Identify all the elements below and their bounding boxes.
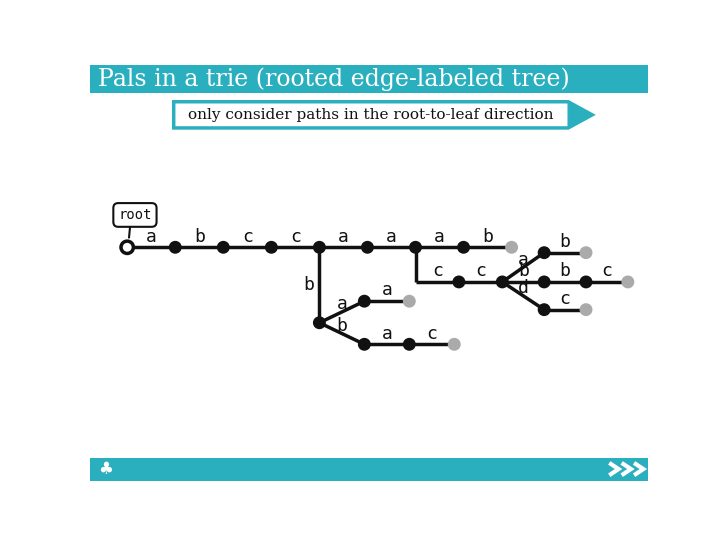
- Circle shape: [404, 339, 415, 350]
- Text: b: b: [194, 227, 204, 246]
- Text: c: c: [242, 227, 253, 246]
- Text: b: b: [518, 262, 528, 280]
- Text: a: a: [518, 251, 528, 268]
- Text: c: c: [432, 262, 443, 280]
- Circle shape: [539, 304, 549, 315]
- Text: b: b: [336, 317, 347, 335]
- Circle shape: [580, 247, 591, 258]
- Text: a: a: [382, 325, 392, 342]
- Circle shape: [580, 276, 591, 287]
- Circle shape: [404, 296, 415, 307]
- Circle shape: [314, 318, 325, 328]
- Circle shape: [539, 276, 549, 287]
- Circle shape: [359, 296, 370, 307]
- Text: a: a: [338, 227, 349, 246]
- Circle shape: [449, 339, 459, 350]
- Text: a: a: [145, 227, 157, 246]
- Text: Pals in a trie (rooted edge-labeled tree): Pals in a trie (rooted edge-labeled tree…: [98, 68, 570, 91]
- Circle shape: [497, 276, 508, 287]
- Bar: [90, 65, 648, 93]
- Text: a: a: [382, 281, 392, 299]
- Text: d: d: [518, 279, 528, 297]
- Text: b: b: [303, 276, 314, 294]
- Circle shape: [622, 276, 634, 287]
- Text: b: b: [559, 262, 570, 280]
- Polygon shape: [568, 102, 593, 128]
- Circle shape: [506, 242, 517, 253]
- Text: a: a: [434, 227, 445, 246]
- Text: ♣: ♣: [98, 460, 113, 478]
- Circle shape: [580, 304, 591, 315]
- Text: c: c: [559, 290, 570, 308]
- Text: a: a: [336, 295, 347, 313]
- Bar: [90, 457, 648, 481]
- Circle shape: [362, 242, 373, 253]
- Text: a: a: [386, 227, 397, 246]
- Circle shape: [266, 242, 276, 253]
- Circle shape: [121, 241, 133, 253]
- Circle shape: [539, 247, 549, 258]
- Text: c: c: [601, 262, 613, 280]
- Polygon shape: [174, 102, 593, 128]
- Circle shape: [454, 276, 464, 287]
- Circle shape: [218, 242, 229, 253]
- Text: b: b: [482, 227, 493, 246]
- Text: c: c: [290, 227, 301, 246]
- Text: c: c: [426, 325, 437, 342]
- Circle shape: [410, 242, 421, 253]
- Text: b: b: [559, 233, 570, 251]
- Circle shape: [170, 242, 181, 253]
- Circle shape: [314, 242, 325, 253]
- Circle shape: [458, 242, 469, 253]
- Text: c: c: [475, 262, 486, 280]
- Text: only consider paths in the root-to-leaf direction: only consider paths in the root-to-leaf …: [188, 108, 554, 122]
- Text: root: root: [118, 208, 152, 222]
- Circle shape: [359, 339, 370, 350]
